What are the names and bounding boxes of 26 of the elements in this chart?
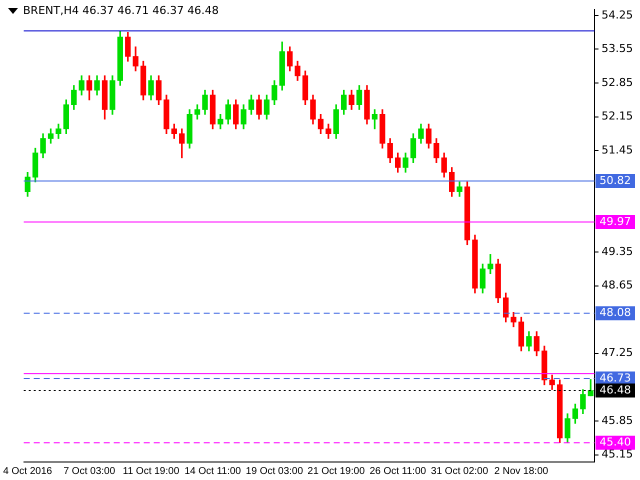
x-tick-label: 7 Oct 03:00 [63,466,116,477]
x-tick-label: 19 Oct 03:00 [246,466,304,477]
ref-line-label: 46.73 [600,371,632,384]
x-tick-label: 26 Oct 11:00 [370,466,427,477]
y-tick-label: 52.85 [602,76,634,89]
x-tick-label: 21 Oct 19:00 [307,466,366,477]
ref-line-label: 46.48 [600,383,632,396]
y-tick-label: 54.25 [602,8,634,22]
x-tick-label: 2 Nov 18:00 [494,466,549,477]
x-tick-label: 14 Oct 11:00 [184,466,242,477]
ref-line-label: 50.82 [600,174,632,187]
x-tick-label: 4 Oct 2016 [3,466,53,477]
x-tick-label: 11 Oct 19:00 [122,466,180,477]
y-tick-label: 48.65 [602,278,634,292]
y-tick-label: 45.85 [602,414,634,427]
x-tick-label: 31 Oct 02:00 [430,466,489,477]
y-tick-label: 49.35 [602,244,634,258]
chart-title: BRENT,H4 46.37 46.71 46.37 46.48 [23,4,219,17]
ref-line-label: 48.08 [600,306,632,320]
y-tick-label: 47.25 [602,346,634,360]
ref-line-label: 45.40 [600,436,632,449]
y-tick-label: 52.15 [602,110,634,123]
y-tick-label: 53.55 [602,42,634,56]
ref-line-label: 49.97 [600,214,632,228]
y-tick-label: 45.15 [602,448,634,461]
y-tick-label: 51.45 [602,143,634,156]
